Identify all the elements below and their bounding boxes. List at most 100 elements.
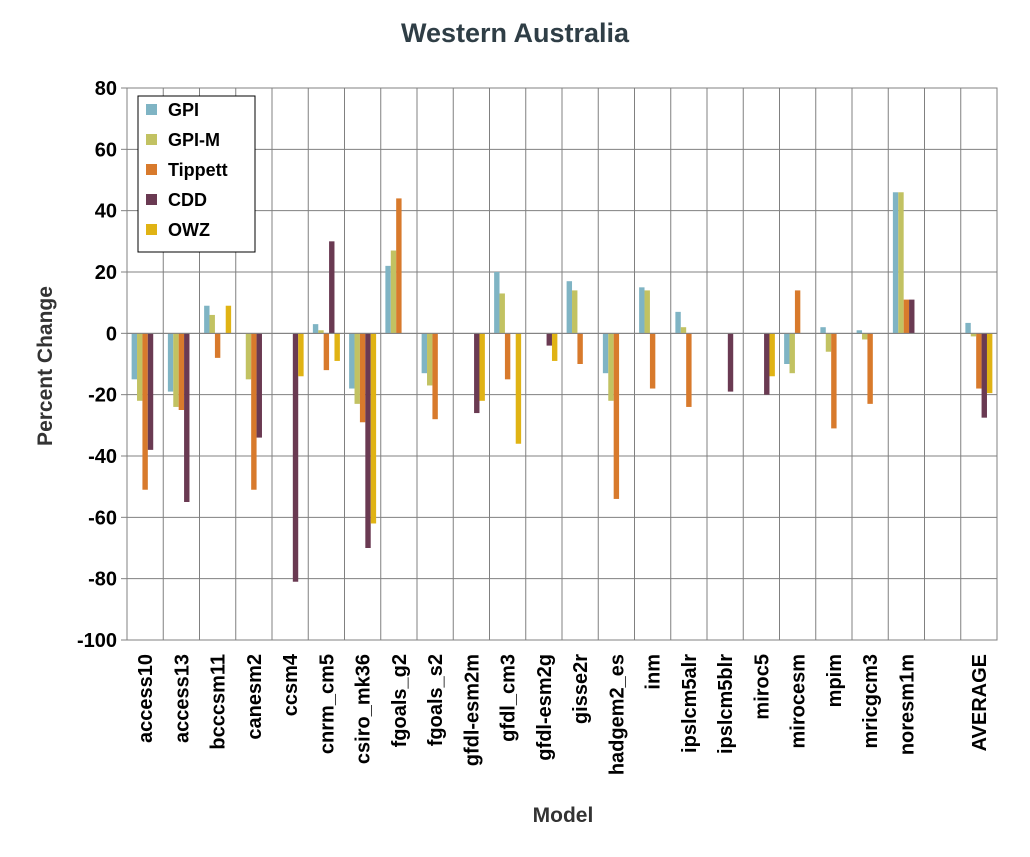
bar-gpi-bcccsm11	[204, 305, 210, 334]
x-tick-label: noresm1m	[896, 654, 918, 755]
y-tick-label: -40	[88, 446, 117, 468]
bar-owz-ccsm4	[298, 333, 304, 377]
x-tick-label: fgoals_g2	[389, 654, 411, 747]
legend-swatch-owz	[146, 224, 157, 235]
bar-cdd-gfdl-esm2g	[546, 333, 552, 346]
bar-cdd-average	[981, 333, 987, 418]
y-tick-label: 0	[106, 323, 117, 345]
bar-gpi-mirocesm	[784, 333, 790, 364]
bar-tippett-average	[976, 333, 982, 389]
bar-cdd-noresm1m	[909, 299, 915, 334]
bar-gpi-m-gisse2r	[572, 290, 578, 334]
legend-label: GPI	[168, 100, 199, 120]
x-tick-label: AVERAGE	[969, 654, 991, 751]
bar-gpi-fgoals-s2	[421, 333, 428, 374]
legend-box	[137, 95, 256, 253]
x-tick-label: inm	[643, 654, 665, 690]
legend-label: GPI-M	[168, 130, 220, 150]
y-tick-label: -20	[88, 385, 117, 407]
x-tick-label: gisse2r	[570, 654, 592, 724]
y-tick-label: 80	[95, 78, 117, 100]
bar-gpi-m-gfdl-cm3	[499, 293, 505, 334]
bar-tippett-ipslcm5alr	[686, 333, 692, 407]
bar-gpi-m-access13	[173, 333, 179, 407]
y-tick-label: 60	[95, 139, 117, 161]
bar-gpi-csiro-mk36	[349, 333, 355, 389]
bar-tippett-inm	[649, 333, 656, 389]
bar-cdd-csiro-mk36	[365, 333, 371, 548]
bar-gpi-access13	[167, 333, 174, 392]
bar-gpi-gfdl-cm3	[494, 272, 500, 334]
x-tick-label: ccsm4	[280, 653, 302, 716]
bar-cdd-miroc5	[764, 333, 770, 395]
bar-gpi-m-mirocesm	[789, 333, 795, 374]
bar-owz-cnrm-cm5	[334, 333, 340, 361]
x-tick-label: canesm2	[244, 654, 266, 740]
bar-gpi-average	[965, 322, 971, 334]
bar-gpi-m-noresm1m	[898, 192, 904, 334]
x-tick-label: bcccsm11	[208, 654, 230, 750]
x-tick-label: miroc5	[751, 654, 773, 720]
bar-gpi-ipslcm5alr	[675, 311, 681, 334]
x-tick-label: csiro_mk36	[353, 654, 375, 764]
bar-cdd-ipslcm5blr	[727, 333, 734, 392]
x-tick-label: gfdl-esm2m	[461, 654, 483, 766]
legend-label: CDD	[168, 190, 207, 210]
x-tick-label: mpim	[824, 654, 846, 707]
bar-owz-miroc5	[769, 333, 775, 377]
bar-cdd-cnrm-cm5	[329, 241, 335, 334]
legend-swatch-gpi	[146, 104, 157, 115]
bar-cdd-access10	[147, 333, 154, 450]
bar-gpi-m-mpim	[825, 333, 832, 352]
bar-tippett-cnrm-cm5	[323, 333, 330, 371]
bar-tippett-noresm1m	[903, 299, 910, 334]
bar-cdd-gfdl-esm2m	[474, 333, 480, 414]
bar-gpi-m-mricgcm3	[862, 333, 868, 340]
x-tick-label: mricgcm3	[860, 654, 882, 749]
x-tick-label: gfdl-esm2g	[534, 654, 556, 761]
legend-label: Tippett	[168, 160, 228, 180]
bar-tippett-gisse2r	[577, 333, 583, 364]
bar-tippett-bcccsm11	[214, 333, 221, 358]
bar-tippett-mpim	[831, 333, 837, 429]
legend: GPI GPI-M Tippett CDD OWZ	[137, 95, 256, 253]
bar-cdd-ccsm4	[292, 333, 299, 582]
bar-gpi-m-fgoals-s2	[427, 333, 433, 386]
bar-gpi-m-canesm2	[245, 333, 252, 380]
legend-swatch-tippett	[146, 164, 157, 175]
x-tick-label: hadgem2_es	[606, 654, 628, 775]
bar-cdd-access13	[184, 333, 190, 502]
bar-tippett-mricgcm3	[867, 333, 873, 404]
y-tick-label: -80	[88, 569, 117, 591]
bar-tippett-canesm2	[251, 333, 257, 490]
bar-tippett-fgoals-g2	[396, 198, 402, 334]
x-tick-label: fgoals_s2	[425, 654, 447, 746]
bar-gpi-inm	[639, 287, 645, 334]
bar-owz-gfdl-cm3	[515, 333, 522, 444]
bar-gpi-noresm1m	[892, 192, 899, 334]
bar-gpi-mricgcm3	[856, 330, 863, 334]
x-tick-label: ipslcm5blr	[715, 654, 737, 754]
bar-tippett-access10	[142, 333, 148, 490]
x-tick-label: ipslcm5alr	[679, 654, 701, 753]
x-tick-label: access10	[135, 654, 157, 743]
y-tick-label: 40	[95, 201, 117, 223]
bar-owz-csiro-mk36	[370, 333, 377, 524]
plot-area: 80 60 40 20 0 -20 -40 -60 -80 -100 access10 access1…	[77, 78, 998, 775]
bar-gpi-m-cnrm-cm5	[318, 330, 324, 334]
bar-tippett-access13	[178, 333, 185, 410]
x-tick-label: cnrm_cm5	[316, 654, 338, 754]
bar-cdd-canesm2	[256, 333, 262, 438]
bar-owz-average	[986, 333, 993, 394]
bar-tippett-csiro-mk36	[359, 333, 366, 423]
legend-swatch-cdd	[146, 194, 157, 205]
y-axis-title: Percent Change	[34, 286, 57, 446]
bar-gpi-m-access10	[137, 333, 143, 401]
x-axis-title: Model	[533, 804, 594, 827]
bar-gpi-cnrm-cm5	[312, 324, 319, 334]
y-tick-label: 20	[95, 262, 117, 284]
legend-label: OWZ	[168, 220, 210, 240]
x-tick-label: mirocesm	[788, 654, 810, 749]
bar-tippett-mirocesm	[794, 290, 801, 334]
